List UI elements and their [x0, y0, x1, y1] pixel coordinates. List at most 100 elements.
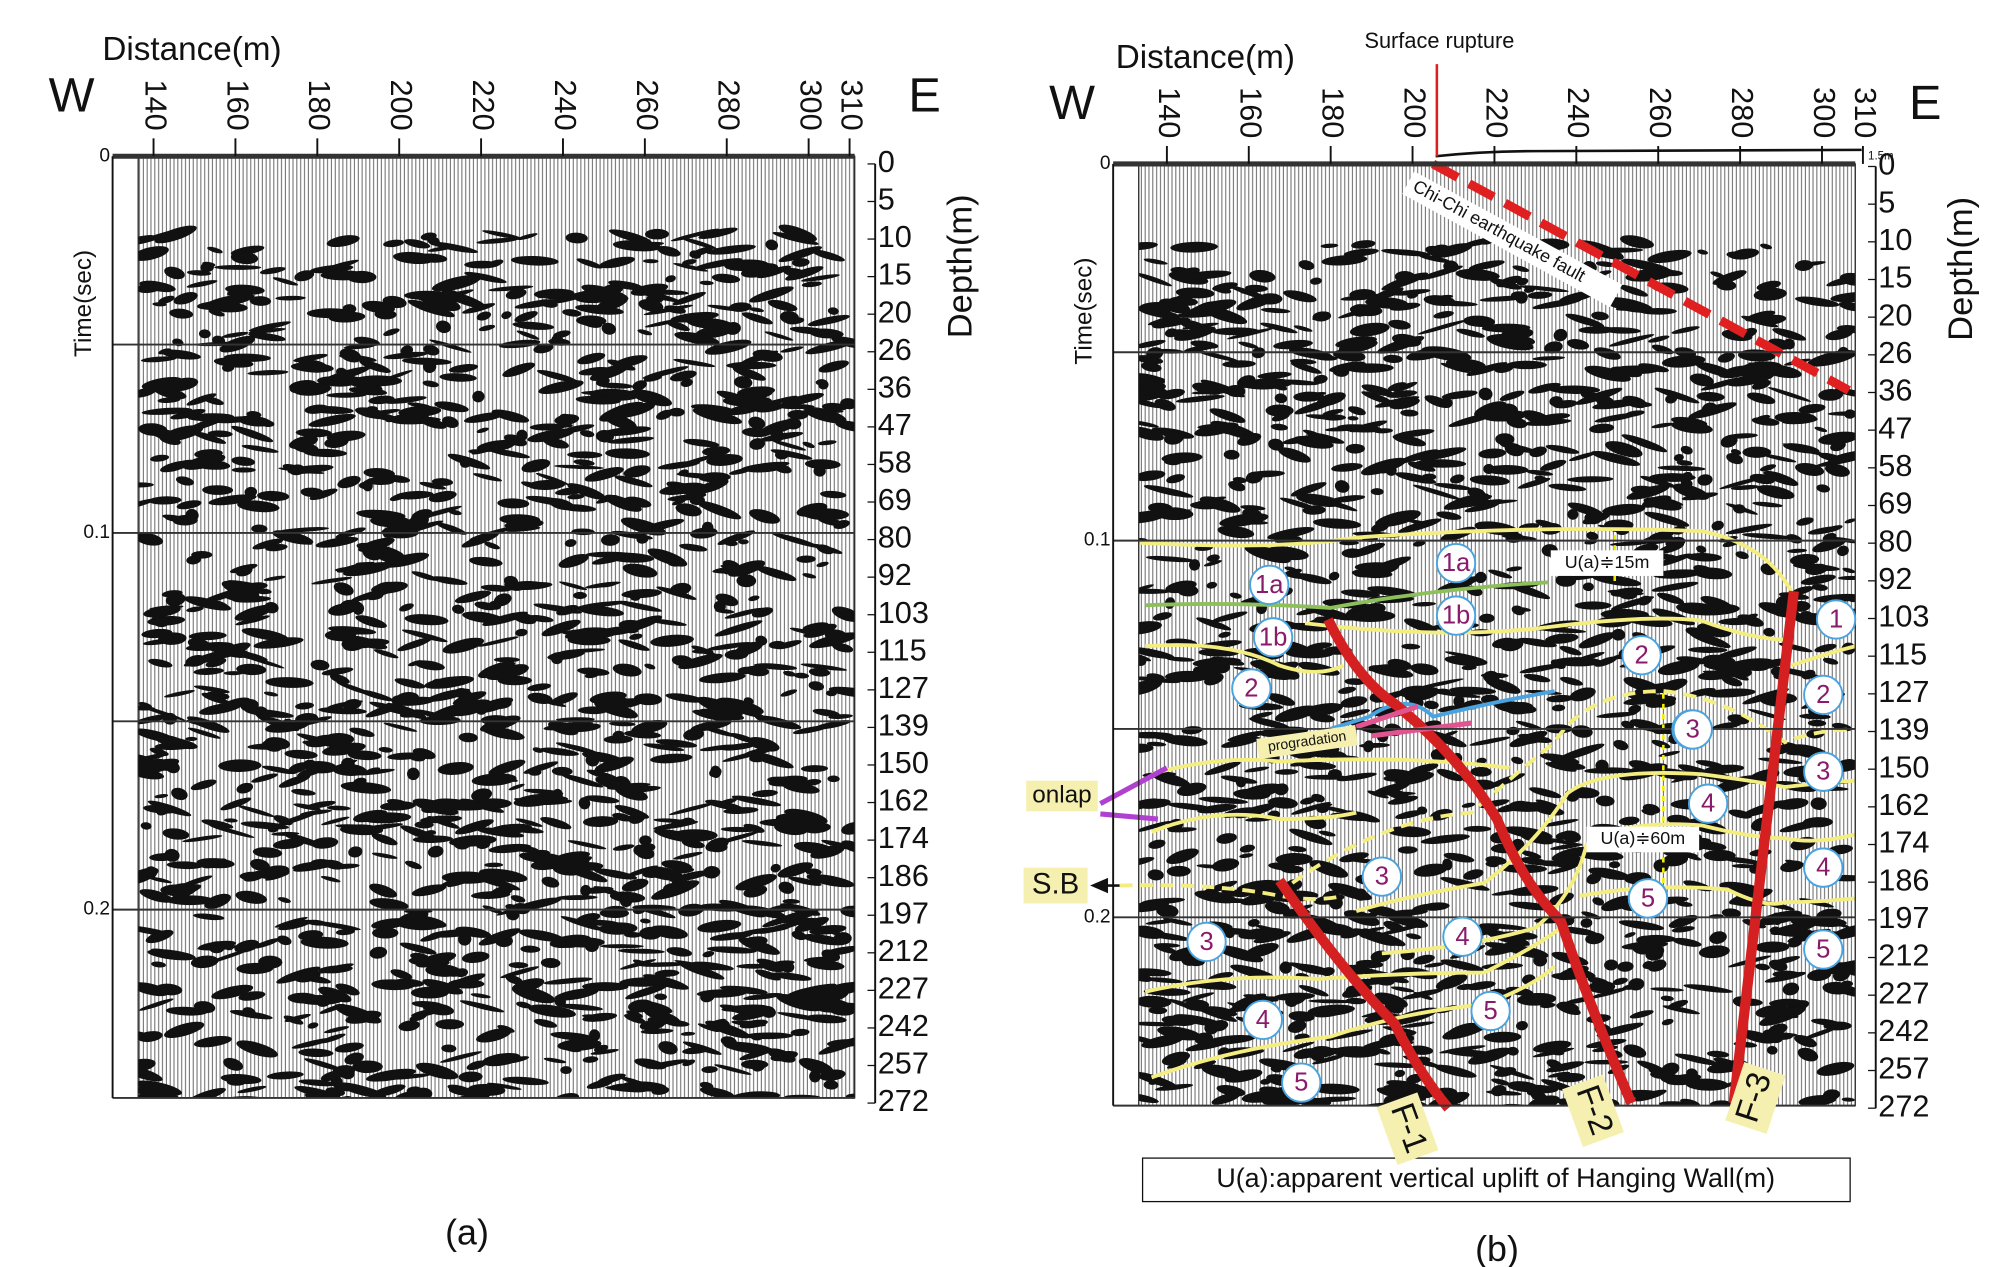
reflector	[328, 311, 366, 323]
reflector	[1841, 1097, 1855, 1102]
reflector	[1290, 482, 1327, 497]
reflector	[378, 369, 413, 383]
reflector	[154, 794, 169, 799]
reflector	[1547, 864, 1578, 875]
reflector	[1387, 382, 1407, 392]
reflector	[325, 1087, 345, 1097]
reflector	[802, 573, 817, 579]
reflector	[415, 1062, 459, 1080]
reflector	[680, 237, 717, 250]
reflector	[1185, 1038, 1234, 1052]
reflector	[453, 836, 472, 850]
reflector	[162, 828, 190, 840]
unit-label: 4	[1256, 1006, 1270, 1034]
reflector	[302, 740, 325, 747]
reflector	[1283, 290, 1317, 303]
reflector	[624, 730, 662, 739]
reflector	[193, 667, 224, 675]
reflector	[1417, 319, 1467, 335]
reflector	[584, 672, 599, 679]
reflector	[541, 619, 581, 637]
reflector	[1686, 1068, 1698, 1079]
reflector	[720, 826, 760, 833]
reflector	[439, 1051, 483, 1063]
reflector	[145, 929, 174, 944]
reflector	[279, 527, 330, 533]
reflector	[590, 1048, 619, 1055]
reflector	[1432, 243, 1473, 258]
reflector	[802, 508, 850, 521]
reflector	[695, 479, 729, 494]
reflector	[604, 494, 642, 512]
reflector	[486, 1082, 522, 1090]
reflector	[801, 933, 847, 946]
reflector	[669, 582, 692, 596]
reflector	[639, 926, 663, 940]
reflector	[1434, 1064, 1477, 1078]
reflector	[401, 629, 448, 643]
reflector	[508, 783, 525, 791]
reflector	[655, 739, 698, 748]
reflector	[1193, 1060, 1217, 1069]
reflector	[371, 979, 415, 991]
reflector	[1138, 652, 1152, 662]
reflector	[155, 736, 198, 750]
depth-tick-label: 80	[1878, 523, 1912, 558]
reflector	[733, 376, 753, 389]
reflector	[1138, 470, 1166, 482]
reflector	[201, 692, 229, 704]
reflector	[459, 1000, 505, 1013]
unit-circle	[1361, 856, 1402, 897]
reflector	[579, 600, 629, 608]
reflector	[724, 607, 764, 619]
reflector	[1321, 255, 1368, 266]
reflector	[527, 428, 575, 443]
reflector	[825, 690, 837, 697]
reflector	[1290, 361, 1322, 374]
depth-tick-label: 197	[878, 895, 929, 930]
reflector	[196, 300, 237, 311]
reflector	[1423, 700, 1439, 710]
reflector	[1349, 304, 1383, 317]
reflector	[803, 822, 831, 834]
reflector	[1485, 464, 1529, 475]
reflector	[1565, 313, 1605, 328]
reflector	[699, 1087, 735, 1098]
reflector	[1463, 315, 1496, 327]
unit-circle	[1252, 617, 1294, 658]
reflector	[1172, 294, 1193, 308]
reflector	[538, 299, 558, 308]
reflector	[326, 235, 360, 248]
reflector	[1345, 997, 1367, 1005]
reflector	[501, 311, 512, 320]
reflector	[265, 677, 314, 688]
reflector	[780, 689, 798, 697]
reflector	[1798, 611, 1814, 624]
reflector	[1484, 942, 1527, 954]
reflector	[205, 948, 252, 965]
reflector	[1166, 657, 1195, 662]
reflector	[1279, 961, 1292, 974]
reflector	[1542, 819, 1579, 827]
reflector	[414, 660, 445, 671]
reflector	[1308, 999, 1354, 1004]
reflector	[479, 776, 490, 784]
reflector	[1463, 869, 1484, 880]
reflector	[671, 655, 694, 667]
reflector	[732, 366, 766, 381]
reflector	[1182, 992, 1215, 1002]
reflector	[1237, 432, 1262, 446]
unit-label: 1	[1829, 605, 1843, 633]
reflector	[1527, 291, 1553, 299]
reflector	[363, 467, 395, 479]
reflector	[309, 488, 338, 501]
reflector	[1138, 241, 1158, 251]
reflector	[1621, 434, 1668, 453]
reflector	[1138, 301, 1176, 314]
reflector	[771, 532, 820, 548]
reflector	[1810, 797, 1827, 810]
reflector	[697, 919, 742, 933]
reflector	[1813, 593, 1856, 603]
reflector	[295, 428, 333, 438]
